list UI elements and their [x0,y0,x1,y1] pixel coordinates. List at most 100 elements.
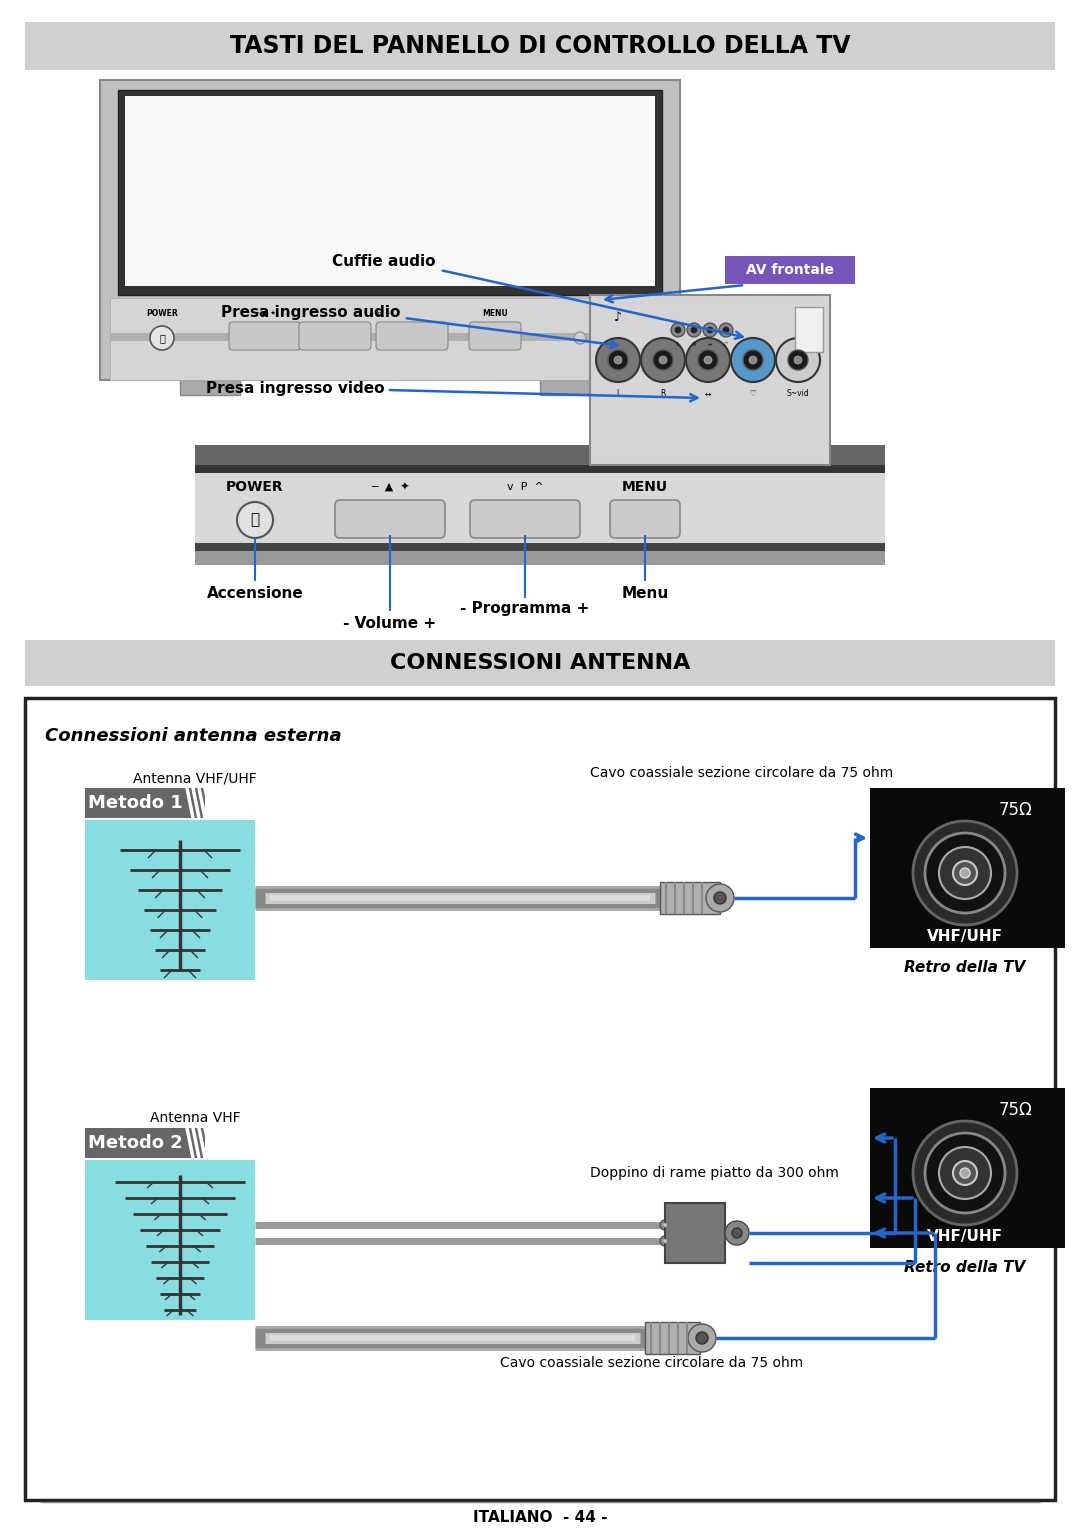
Text: Antenna VHF: Antenna VHF [150,1111,241,1125]
Text: L: L [677,342,679,347]
Bar [110,333,670,341]
FancyBboxPatch shape [376,322,448,350]
Circle shape [960,868,970,879]
Circle shape [663,1222,667,1227]
Circle shape [671,322,685,338]
Circle shape [687,322,701,338]
FancyBboxPatch shape [229,322,301,350]
Circle shape [939,847,991,898]
Text: S~vid: S~vid [786,390,809,399]
Circle shape [723,327,729,333]
Text: ─  ▲  ✦: ─ ▲ ✦ [370,481,409,492]
Circle shape [924,833,1005,914]
Text: - Programma +: - Programma + [460,601,590,616]
Text: 75Ω: 75Ω [998,1102,1031,1118]
Text: Antenna VHF/UHF: Antenna VHF/UHF [133,772,257,785]
Text: Accensione: Accensione [206,585,303,601]
Circle shape [939,1148,991,1199]
Circle shape [688,1323,716,1352]
Bar [795,307,823,351]
Bar [665,1203,725,1264]
Bar [590,295,831,465]
Circle shape [732,1229,742,1238]
Circle shape [608,350,627,370]
Bar [118,90,662,295]
Circle shape [960,1167,970,1178]
Text: Cavo coassiale sezione circolare da 75 ohm: Cavo coassiale sezione circolare da 75 o… [590,766,893,779]
Bar [205,1128,235,1158]
FancyBboxPatch shape [470,500,580,538]
Text: POWER: POWER [226,480,284,494]
Bar [195,552,885,565]
Text: Retro della TV: Retro della TV [904,1261,1026,1276]
Bar [25,640,1055,686]
Text: MENU: MENU [482,310,508,318]
Bar [669,306,740,380]
Circle shape [660,1219,670,1230]
Circle shape [663,1239,667,1242]
Circle shape [707,327,713,333]
Bar [645,1322,700,1354]
Bar [195,542,885,552]
Bar [25,21,1055,70]
Bar [110,298,670,380]
Bar [205,788,235,817]
Bar [195,465,885,474]
Circle shape [714,892,726,905]
Circle shape [237,503,273,538]
Bar [85,821,255,979]
Text: ↔: ↔ [707,342,712,347]
Circle shape [704,356,712,364]
Circle shape [743,350,762,370]
Circle shape [706,885,734,912]
Circle shape [924,1132,1005,1213]
Bar [870,788,1065,947]
Circle shape [642,338,685,382]
Circle shape [719,322,733,338]
Circle shape [615,356,622,364]
Text: AV frontale: AV frontale [746,263,834,277]
Text: ♡: ♡ [750,390,756,399]
Circle shape [696,1332,708,1345]
Text: VHF/UHF: VHF/UHF [927,929,1003,943]
Circle shape [653,350,673,370]
Text: Cavo coassiale sezione circolare da 75 ohm: Cavo coassiale sezione circolare da 75 o… [500,1355,804,1371]
Text: R: R [660,390,665,399]
FancyBboxPatch shape [610,500,680,538]
Circle shape [691,327,697,333]
Text: - Volume +: - Volume + [343,616,436,631]
FancyBboxPatch shape [469,322,521,350]
Bar [195,474,885,542]
Text: VHF/UHF: VHF/UHF [927,1229,1003,1244]
Circle shape [150,325,174,350]
Circle shape [750,356,757,364]
Text: CONNESSIONI ANTENNA: CONNESSIONI ANTENNA [390,652,690,672]
Text: Doppino di rame piatto da 300 ohm: Doppino di rame piatto da 300 ohm [590,1166,839,1180]
Text: Metodo 1: Metodo 1 [87,795,183,811]
Text: Presa ingresso audio: Presa ingresso audio [220,304,400,319]
Bar [125,96,654,286]
Text: 75Ω: 75Ω [998,801,1031,819]
Text: L: L [616,390,620,399]
Bar [725,257,855,284]
Text: Presa ingresso video: Presa ingresso video [206,380,384,396]
Bar [195,445,885,565]
Text: TASTI DEL PANNELLO DI CONTROLLO DELLA TV: TASTI DEL PANNELLO DI CONTROLLO DELLA TV [230,34,850,58]
Circle shape [660,1236,670,1245]
Bar [870,1088,1065,1248]
Bar [85,1128,205,1158]
Circle shape [698,350,718,370]
Circle shape [596,338,640,382]
Circle shape [953,1161,977,1186]
Circle shape [703,322,717,338]
Circle shape [686,338,730,382]
Text: ─  ▲  ✦: ─ ▲ ✦ [254,312,275,316]
Bar [85,1160,255,1320]
Text: MENU: MENU [622,480,669,494]
Bar [25,698,1055,1500]
Text: Connessioni antenna esterna: Connessioni antenna esterna [45,727,341,746]
Text: POWER: POWER [146,310,178,318]
Text: ♪: ♪ [615,310,622,324]
Text: v  P  ^: v P ^ [369,312,390,316]
Circle shape [725,1221,750,1245]
